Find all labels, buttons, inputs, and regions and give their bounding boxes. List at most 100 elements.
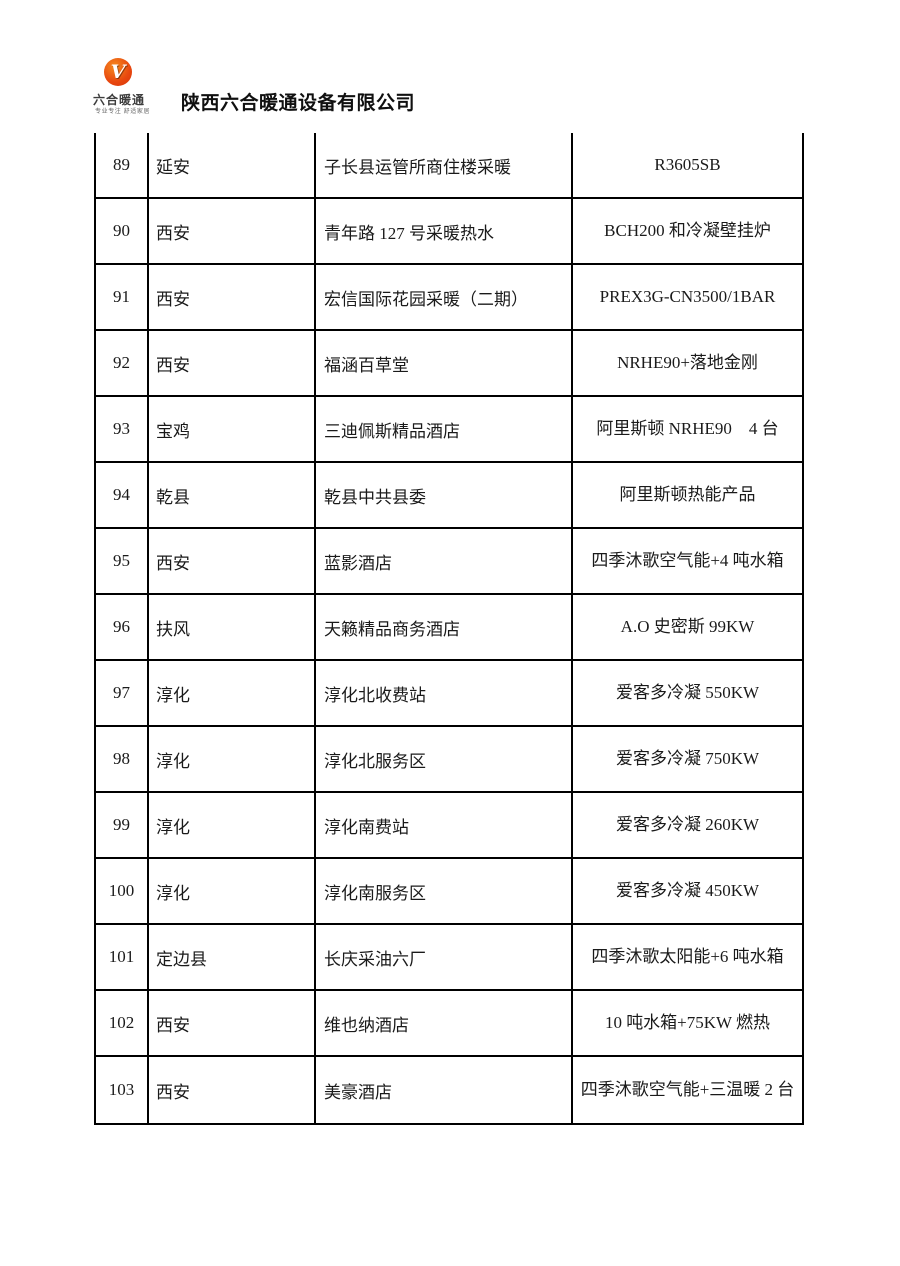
logo-tagline: 专业专注 舒适家居 [95,109,151,115]
product-cell-text: PREX3G-CN3500/1BAR [599,286,776,306]
row-number-cell: 94 [96,463,149,527]
project-cell: 淳化北服务区 [316,727,573,791]
product-cell-text: NRHE90+落地金刚 [617,352,758,372]
city-cell-text: 淳化 [156,817,190,837]
product-cell: A.O 史密斯 99KW [573,595,802,659]
city-cell-text: 淳化 [156,685,190,705]
row-number-cell-text: 97 [113,683,130,702]
product-cell-text: 爱客多冷凝 550KW [615,682,760,702]
row-number-cell: 95 [96,529,149,593]
table-row: 99 淳化 淳化南费站 爱客多冷凝 260KW [96,793,802,859]
logo-brand-text: 六合暖通 [93,93,146,107]
row-number-cell-text: 98 [113,749,130,768]
row-number-cell-text: 101 [108,947,135,966]
table-row: 90 西安 青年路 127 号采暖热水 BCH200 和冷凝壁挂炉 [96,199,802,265]
city-cell-text: 延安 [156,157,190,177]
city-cell: 西安 [149,529,316,593]
project-cell-text: 宏信国际花园采暖（二期） [324,289,528,309]
project-cell-text: 美豪酒店 [324,1082,392,1102]
project-cell: 淳化南服务区 [316,859,573,923]
row-number-cell-text: 91 [113,287,130,306]
city-cell: 淳化 [149,793,316,857]
product-cell-text: A.O 史密斯 99KW [620,616,755,636]
row-number-cell-text: 92 [113,353,130,372]
city-cell: 扶风 [149,595,316,659]
project-cell: 淳化南费站 [316,793,573,857]
row-number-cell: 97 [96,661,149,725]
table-row: 95 西安 蓝影酒店 四季沐歌空气能+4 吨水箱 [96,529,802,595]
table-row: 103 西安 美豪酒店 四季沐歌空气能+三温暖 2 台 [96,1057,802,1123]
product-cell-text: 10 吨水箱+75KW 燃热 [604,1012,771,1032]
row-number-cell-text: 94 [113,485,130,504]
row-number-cell-text: 102 [108,1013,135,1032]
table-row: 93 宝鸡 三迪佩斯精品酒店 阿里斯顿 NRHE90 4 台 [96,397,802,463]
city-cell-text: 西安 [156,553,190,573]
product-cell-text: 四季沐歌太阳能+6 吨水箱 [591,946,784,966]
product-cell: 爱客多冷凝 550KW [573,661,802,725]
company-name-title: 陕西六合暖通设备有限公司 [181,93,416,114]
row-number-cell-text: 89 [113,155,130,174]
row-number-cell: 102 [96,991,149,1055]
row-number-cell: 98 [96,727,149,791]
city-cell: 西安 [149,1057,316,1123]
product-cell-text: 四季沐歌空气能+三温暖 2 台 [580,1079,795,1099]
city-cell-text: 西安 [156,223,190,243]
row-number-cell: 92 [96,331,149,395]
projects-table: 89 延安 子长县运管所商住楼采暖 R3605SB 90 西安 青年路 127 号采暖热水 B… [94,133,804,1125]
product-cell: R3605SB [573,133,802,197]
project-cell: 福涵百草堂 [316,331,573,395]
product-cell-text: 爱客多冷凝 450KW [615,880,760,900]
row-number-cell-text: 95 [113,551,130,570]
table-row: 92 西安 福涵百草堂 NRHE90+落地金刚 [96,331,802,397]
project-cell-text: 乾县中共县委 [324,487,426,507]
project-cell: 三迪佩斯精品酒店 [316,397,573,461]
city-cell-text: 西安 [156,1082,190,1102]
product-cell: 阿里斯顿 NRHE90 4 台 [573,397,802,461]
city-cell-text: 淳化 [156,751,190,771]
row-number-cell-text: 93 [113,419,130,438]
project-cell-text: 淳化北服务区 [324,751,426,771]
project-cell: 宏信国际花园采暖（二期） [316,265,573,329]
project-cell-text: 蓝影酒店 [324,553,392,573]
city-cell-text: 西安 [156,355,190,375]
row-number-cell-text: 100 [108,881,135,900]
city-cell: 淳化 [149,727,316,791]
product-cell: 四季沐歌空气能+4 吨水箱 [573,529,802,593]
product-cell: 阿里斯顿热能产品 [573,463,802,527]
row-number-cell: 103 [96,1057,149,1123]
project-cell: 维也纳酒店 [316,991,573,1055]
city-cell-text: 西安 [156,289,190,309]
city-cell: 西安 [149,199,316,263]
project-cell-text: 三迪佩斯精品酒店 [324,421,460,441]
row-number-cell: 90 [96,199,149,263]
table-row: 102 西安 维也纳酒店 10 吨水箱+75KW 燃热 [96,991,802,1057]
project-cell: 蓝影酒店 [316,529,573,593]
product-cell-text: 阿里斯顿 NRHE90 4 台 [596,418,779,438]
product-cell-text: 阿里斯顿热能产品 [619,484,756,504]
row-number-cell-text: 99 [113,815,130,834]
product-cell: BCH200 和冷凝壁挂炉 [573,199,802,263]
project-cell: 乾县中共县委 [316,463,573,527]
product-cell: 爱客多冷凝 260KW [573,793,802,857]
project-cell-text: 福涵百草堂 [324,355,409,375]
product-cell: 10 吨水箱+75KW 燃热 [573,991,802,1055]
product-cell: 四季沐歌太阳能+6 吨水箱 [573,925,802,989]
project-cell-text: 青年路 127 号采暖热水 [324,223,494,243]
product-cell-text: R3605SB [654,154,721,174]
table-row: 98 淳化 淳化北服务区 爱客多冷凝 750KW [96,727,802,793]
project-cell: 子长县运管所商住楼采暖 [316,133,573,197]
city-cell-text: 扶风 [156,619,190,639]
row-number-cell: 101 [96,925,149,989]
city-cell: 淳化 [149,661,316,725]
row-number-cell: 100 [96,859,149,923]
project-cell-text: 淳化南费站 [324,817,409,837]
table-row: 89 延安 子长县运管所商住楼采暖 R3605SB [96,133,802,199]
city-cell: 延安 [149,133,316,197]
logo-mark-icon: V [104,58,132,86]
project-cell-text: 长庆采油六厂 [324,949,426,969]
project-cell: 青年路 127 号采暖热水 [316,199,573,263]
table-row: 96 扶风 天籁精品商务酒店 A.O 史密斯 99KW [96,595,802,661]
city-cell: 西安 [149,265,316,329]
city-cell: 乾县 [149,463,316,527]
